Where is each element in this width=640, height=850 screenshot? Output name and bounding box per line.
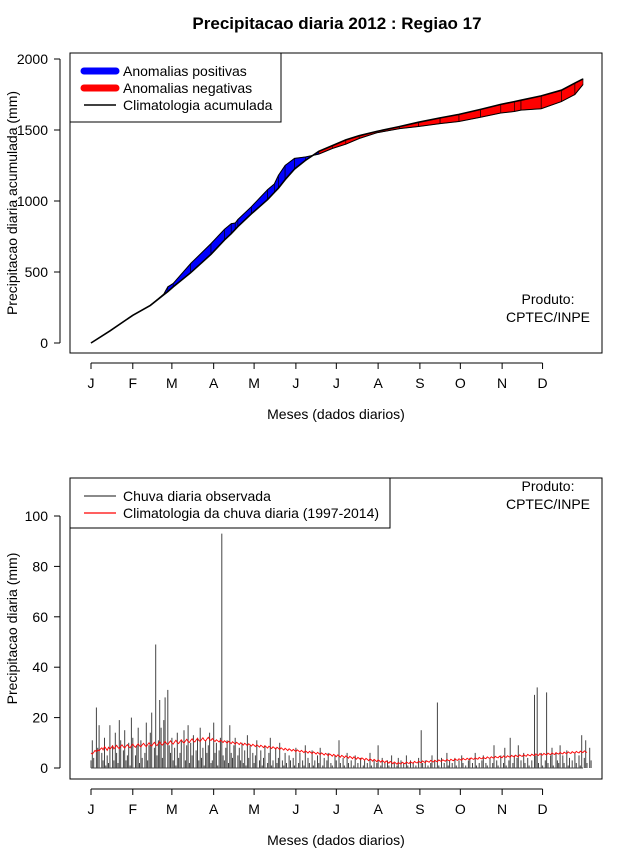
chart-title: Precipitacao diaria 2012 : Regiao 17 — [192, 14, 482, 33]
daily-y-axis-title: Precipitacao diaria (mm) — [4, 553, 20, 705]
accumulated-x-tick-label: D — [537, 375, 547, 391]
accumulated-x-tick-label: J — [333, 375, 340, 391]
accumulated-x-tick-label: O — [455, 375, 466, 391]
daily-y-tick-label: 100 — [25, 508, 49, 524]
daily-x-tick-label: J — [88, 801, 95, 817]
accumulated-plot-frame — [69, 52, 603, 354]
daily-y-tick-label: 40 — [32, 659, 48, 675]
daily-x-tick-label: J — [333, 801, 340, 817]
daily-x-tick-label: A — [373, 801, 383, 817]
accumulated-x-tick-label: S — [415, 375, 424, 391]
accumulated-x-axis-title: Meses (dados diarios) — [267, 406, 405, 422]
product-label: Produto: — [522, 291, 575, 307]
legend-daily-box — [69, 477, 391, 529]
accumulated-x-tick-label: J — [292, 375, 299, 391]
daily-x-tick-label: O — [455, 801, 466, 817]
accumulated-y-tick-label: 500 — [25, 264, 49, 280]
product-label: Produto: — [522, 478, 575, 494]
accumulated-x-tick-label: A — [209, 375, 219, 391]
product-source-label: CPTEC/INPE — [506, 309, 590, 325]
accumulated-x-tick-label: J — [88, 375, 95, 391]
daily-x-tick-label: J — [292, 801, 299, 817]
legend-observed-label: Chuva diaria observada — [123, 488, 271, 504]
legend-climatology-label: Climatologia acumulada — [123, 97, 273, 113]
daily-x-tick-label: A — [209, 801, 219, 817]
daily-x-tick-label: S — [415, 801, 424, 817]
accumulated-x-tick-label: M — [248, 375, 260, 391]
daily-y-tick-label: 0 — [40, 760, 48, 776]
daily-x-tick-label: M — [248, 801, 260, 817]
product-source-label: CPTEC/INPE — [506, 496, 590, 512]
daily-bars-group — [90, 533, 592, 768]
accumulated-y-tick-label: 1500 — [17, 122, 48, 138]
climatology-accumulated-line — [90, 78, 584, 344]
daily-x-tick-label: F — [129, 801, 138, 817]
positive-anomaly-area — [190, 242, 212, 274]
accumulated-y-tick-label: 1000 — [17, 193, 48, 209]
legend-daily-climatology-label: Climatologia da chuva diaria (1997-2014) — [123, 505, 379, 521]
legend-positive-label: Anomalias positivas — [123, 63, 247, 79]
legend-negative-label: Anomalias negativas — [123, 80, 252, 96]
accumulated-y-axis-title: Precipitacao diaria acumulada (mm) — [4, 91, 20, 315]
observed-accumulated-line — [90, 84, 584, 344]
daily-x-tick-label: M — [166, 801, 178, 817]
daily-x-axis-title: Meses (dados diarios) — [267, 832, 405, 848]
accumulated-x-tick-label: A — [373, 375, 383, 391]
daily-y-tick-label: 60 — [32, 609, 48, 625]
accumulated-x-tick-label: N — [497, 375, 507, 391]
daily-y-tick-label: 20 — [32, 710, 48, 726]
accumulated-y-tick-label: 2000 — [17, 51, 48, 67]
accumulated-x-tick-label: F — [129, 375, 138, 391]
accumulated-x-tick-label: M — [166, 375, 178, 391]
accumulated-y-tick-label: 0 — [40, 335, 48, 351]
daily-y-tick-label: 80 — [32, 558, 48, 574]
daily-climatology-line — [90, 736, 588, 765]
daily-x-tick-label: D — [537, 801, 547, 817]
daily-x-tick-label: N — [497, 801, 507, 817]
